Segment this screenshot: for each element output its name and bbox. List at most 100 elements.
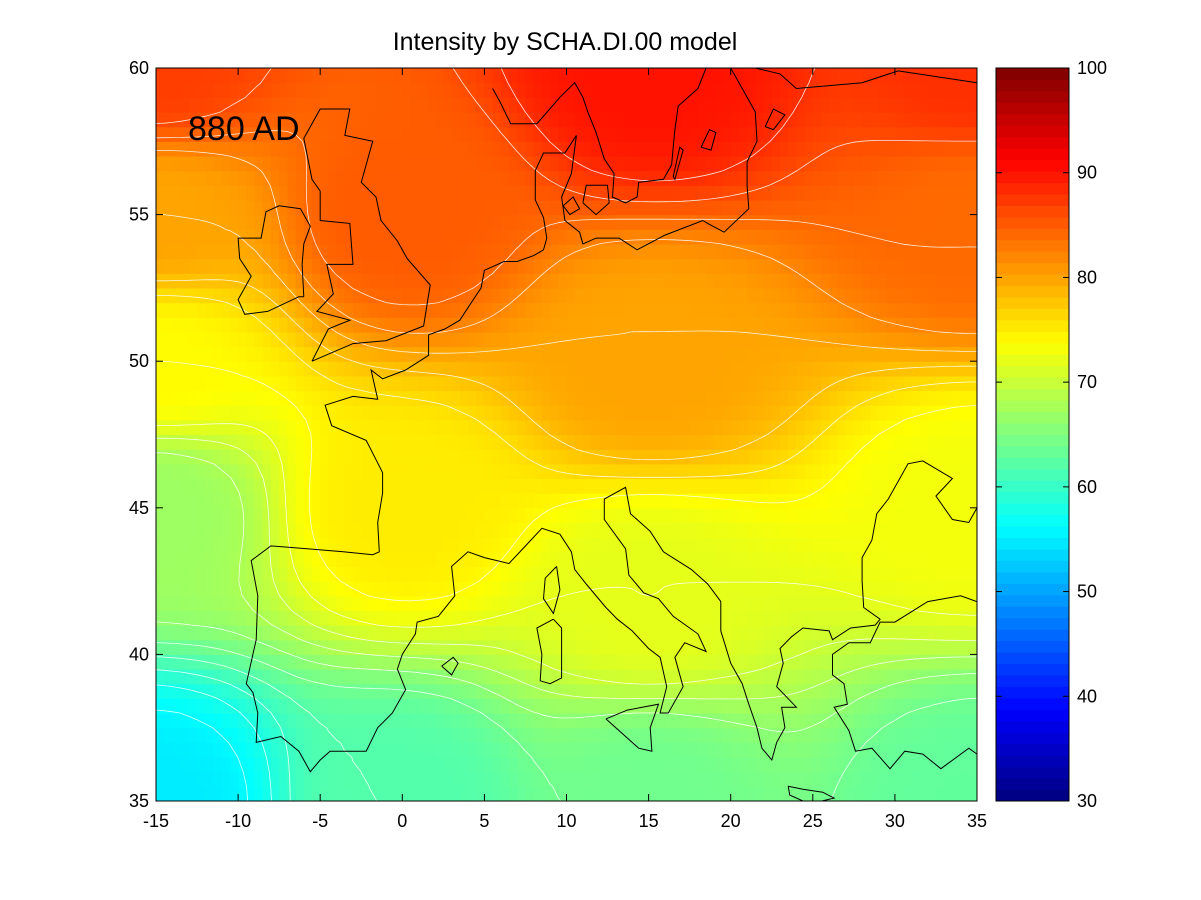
heat-cell — [500, 258, 510, 274]
heat-cell — [295, 390, 305, 406]
heat-cell — [353, 331, 362, 348]
heat-cell — [254, 141, 264, 157]
heat-cell — [262, 522, 272, 538]
heat-cell — [927, 405, 937, 421]
heat-cell — [467, 625, 477, 641]
heat-cell — [221, 229, 231, 245]
heat-cell — [156, 199, 165, 216]
heat-cell — [476, 478, 485, 494]
heat-cell — [623, 727, 633, 743]
heat-cell — [697, 273, 707, 289]
heat-cell — [615, 185, 625, 201]
heat-cell — [582, 258, 592, 274]
heat-cell — [853, 155, 863, 172]
heat-cell — [919, 243, 929, 260]
heat-cell — [443, 97, 453, 113]
heat-cell — [509, 375, 518, 392]
heat-cell — [837, 199, 847, 216]
heat-cell — [738, 273, 748, 289]
heat-cell — [829, 727, 839, 743]
heat-cell — [665, 742, 674, 758]
heat-cell — [812, 82, 822, 98]
heat-cell — [903, 214, 912, 230]
heat-cell — [426, 141, 436, 157]
heat-cell — [779, 522, 789, 538]
heat-cell — [796, 243, 806, 260]
heat-cell — [541, 551, 551, 568]
heat-cell — [681, 141, 691, 157]
heat-cell — [509, 185, 518, 201]
heat-cell — [238, 698, 247, 714]
heat-cell — [894, 170, 904, 186]
heat-cell — [467, 449, 477, 465]
heat-cell — [369, 141, 379, 157]
heat-cell — [541, 390, 551, 406]
heat-cell — [270, 434, 280, 450]
heat-cell — [615, 126, 625, 142]
heat-cell — [213, 390, 223, 406]
heat-cell — [410, 581, 420, 597]
heat-cell — [919, 434, 929, 450]
heat-cell — [279, 786, 288, 801]
heat-cell — [295, 566, 305, 582]
heat-cell — [771, 595, 781, 612]
heat-cell — [656, 390, 666, 406]
heat-cell — [615, 273, 625, 289]
heat-cell — [550, 449, 559, 465]
heat-cell — [673, 669, 683, 685]
heat-cell — [714, 317, 724, 333]
heat-cell — [878, 375, 888, 392]
heat-cell — [320, 493, 330, 509]
heat-cell — [697, 771, 707, 787]
heat-cell — [213, 214, 223, 230]
heat-cell — [541, 654, 551, 670]
heat-cell — [197, 419, 206, 436]
heat-cell — [467, 97, 477, 113]
heat-cell — [197, 713, 206, 729]
heat-cell — [361, 375, 371, 392]
heat-cell — [213, 639, 223, 655]
heat-cell — [779, 771, 789, 787]
heat-cell — [894, 595, 904, 612]
heat-cell — [582, 82, 592, 98]
heat-cell — [886, 68, 896, 84]
heat-cell — [500, 493, 510, 509]
heat-cell — [558, 68, 568, 84]
heat-cell — [812, 727, 822, 743]
heat-cell — [418, 258, 428, 274]
heat-cell — [796, 478, 806, 494]
map-plot-area[interactable] — [155, 67, 978, 804]
heat-cell — [673, 522, 683, 538]
heat-cell — [968, 141, 977, 157]
heat-cell — [443, 434, 453, 450]
heat-cell — [886, 786, 896, 801]
heat-cell — [821, 566, 830, 582]
heat-cell — [755, 713, 765, 729]
heat-cell — [303, 199, 313, 216]
heat-cell — [788, 463, 797, 480]
heat-cell — [952, 566, 962, 582]
heat-cell — [402, 537, 412, 553]
heat-cell — [394, 434, 403, 450]
heat-cell — [599, 302, 609, 318]
heat-cell — [640, 625, 650, 641]
heat-cell — [476, 683, 485, 699]
heat-cell — [821, 126, 830, 142]
heat-cell — [377, 302, 387, 318]
heat-cell — [550, 625, 559, 641]
heat-cell — [722, 82, 732, 98]
heat-cell — [607, 419, 617, 436]
heat-cell — [607, 727, 617, 743]
heat-cell — [903, 522, 912, 538]
heat-cell — [665, 463, 674, 480]
heat-cell — [845, 287, 855, 304]
heat-cell — [254, 537, 264, 553]
heat-cell — [500, 522, 510, 538]
heat-cell — [525, 639, 535, 655]
heat-cell — [558, 97, 568, 113]
heat-cell — [648, 170, 658, 186]
heat-cell — [952, 683, 962, 699]
heat-cell — [894, 625, 904, 641]
heat-cell — [927, 639, 937, 655]
heat-cell — [927, 199, 937, 216]
